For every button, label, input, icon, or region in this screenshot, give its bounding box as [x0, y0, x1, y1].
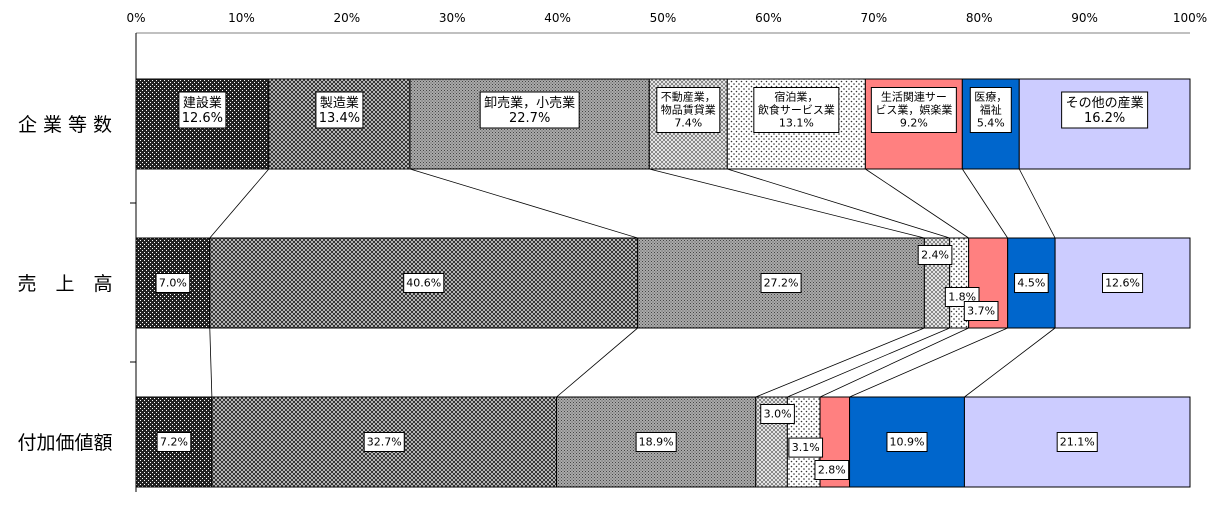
svg-text:16.2%: 16.2%	[1084, 111, 1125, 126]
svg-text:2.8%: 2.8%	[818, 464, 846, 477]
svg-text:製造業: 製造業	[320, 95, 359, 111]
svg-text:不動産業，: 不動産業，	[661, 90, 716, 104]
x-tick-label: 50%	[650, 11, 677, 25]
svg-text:5.4%: 5.4%	[977, 117, 1005, 130]
data-label: 10.9%	[886, 432, 928, 452]
svg-text:福祉: 福祉	[980, 103, 1002, 117]
series-line	[865, 168, 969, 239]
data-label: 21.1%	[1056, 432, 1098, 452]
x-tick-label: 70%	[860, 11, 887, 25]
series-line	[409, 168, 638, 239]
svg-text:その他の産業: その他の産業	[1066, 95, 1144, 111]
svg-text:12.6%: 12.6%	[182, 111, 223, 126]
svg-text:2.4%: 2.4%	[921, 249, 949, 262]
svg-text:1.8%: 1.8%	[948, 291, 976, 304]
x-tick-label: 20%	[333, 11, 360, 25]
data-label: 3.7%	[963, 301, 999, 321]
x-tick-label: 90%	[1071, 11, 1098, 25]
data-label: 27.2%	[760, 273, 802, 293]
svg-text:飲食サービス業: 飲食サービス業	[758, 103, 835, 117]
category-label: 付加価値額	[17, 432, 112, 454]
svg-text:12.6%: 12.6%	[1105, 277, 1140, 290]
series-line	[964, 327, 1056, 398]
svg-text:32.7%: 32.7%	[367, 436, 402, 449]
series-line	[556, 327, 638, 398]
svg-text:7.2%: 7.2%	[160, 436, 188, 449]
svg-text:22.7%: 22.7%	[509, 111, 550, 126]
category-label: 売 上 高	[17, 273, 112, 295]
data-label: 2.4%	[917, 245, 953, 265]
data-label: 18.9%	[635, 432, 677, 452]
svg-text:7.4%: 7.4%	[674, 117, 702, 130]
svg-text:18.9%: 18.9%	[639, 436, 674, 449]
data-label: 2.8%	[814, 460, 850, 480]
data-label: 40.6%	[403, 273, 445, 293]
series-lines	[209, 168, 1056, 398]
series-line	[649, 168, 925, 239]
svg-text:建設業: 建設業	[183, 95, 222, 111]
series-line	[819, 327, 969, 398]
data-label: 32.7%	[363, 432, 405, 452]
x-tick-label: 0%	[126, 11, 145, 25]
series-line	[209, 168, 270, 239]
svg-text:ビス業，娯楽業: ビス業，娯楽業	[875, 103, 952, 117]
svg-text:27.2%: 27.2%	[764, 277, 799, 290]
svg-text:卸売業，小売業: 卸売業，小売業	[484, 95, 575, 111]
x-tick-label: 40%	[544, 11, 571, 25]
svg-text:物品賃貸業: 物品賃貸業	[661, 103, 716, 117]
data-label: 医療，福祉5.4%	[969, 87, 1012, 133]
svg-text:7.0%: 7.0%	[159, 277, 187, 290]
svg-text:40.6%: 40.6%	[406, 277, 441, 290]
series-line	[1018, 168, 1056, 239]
bar-segments	[135, 78, 1191, 488]
series-line	[209, 327, 213, 398]
x-tick-label: 100%	[1173, 11, 1207, 25]
svg-text:13.1%: 13.1%	[779, 117, 814, 130]
data-labels: 建設業12.6%製造業13.4%卸売業，小売業22.7%不動産業，物品賃貸業7.…	[155, 87, 1149, 480]
svg-text:医療，: 医療，	[974, 90, 1007, 104]
data-label: 7.0%	[155, 273, 191, 293]
series-line	[755, 327, 925, 398]
data-label: 7.2%	[156, 432, 192, 452]
x-tick-label: 30%	[439, 11, 466, 25]
svg-text:3.0%: 3.0%	[764, 408, 792, 421]
data-label: 3.0%	[760, 404, 795, 424]
svg-text:3.7%: 3.7%	[967, 305, 995, 318]
svg-text:21.1%: 21.1%	[1060, 436, 1095, 449]
svg-text:13.4%: 13.4%	[319, 111, 360, 126]
data-label: 12.6%	[1102, 273, 1144, 293]
series-line	[849, 327, 1008, 398]
series-line	[962, 168, 1008, 239]
series-line	[727, 168, 950, 239]
data-label: 4.5%	[1014, 273, 1049, 293]
svg-text:4.5%: 4.5%	[1017, 277, 1045, 290]
x-axis-ticks: 0% 10% 20% 30% 40% 50% 60% 70% 80% 90% 100%	[126, 11, 1207, 25]
svg-text:10.9%: 10.9%	[890, 436, 925, 449]
series-line	[787, 327, 950, 398]
x-tick-label: 80%	[966, 11, 993, 25]
x-tick-label: 10%	[228, 11, 255, 25]
bar-segment	[963, 396, 1191, 488]
svg-text:9.2%: 9.2%	[900, 117, 928, 130]
x-tick-label: 60%	[755, 11, 782, 25]
data-label: 3.1%	[788, 437, 824, 458]
svg-text:宿泊業，: 宿泊業，	[774, 90, 818, 104]
svg-text:3.1%: 3.1%	[792, 441, 820, 454]
svg-text:生活関連サー: 生活関連サー	[881, 90, 947, 104]
category-label: 企 業 等 数	[18, 114, 112, 136]
